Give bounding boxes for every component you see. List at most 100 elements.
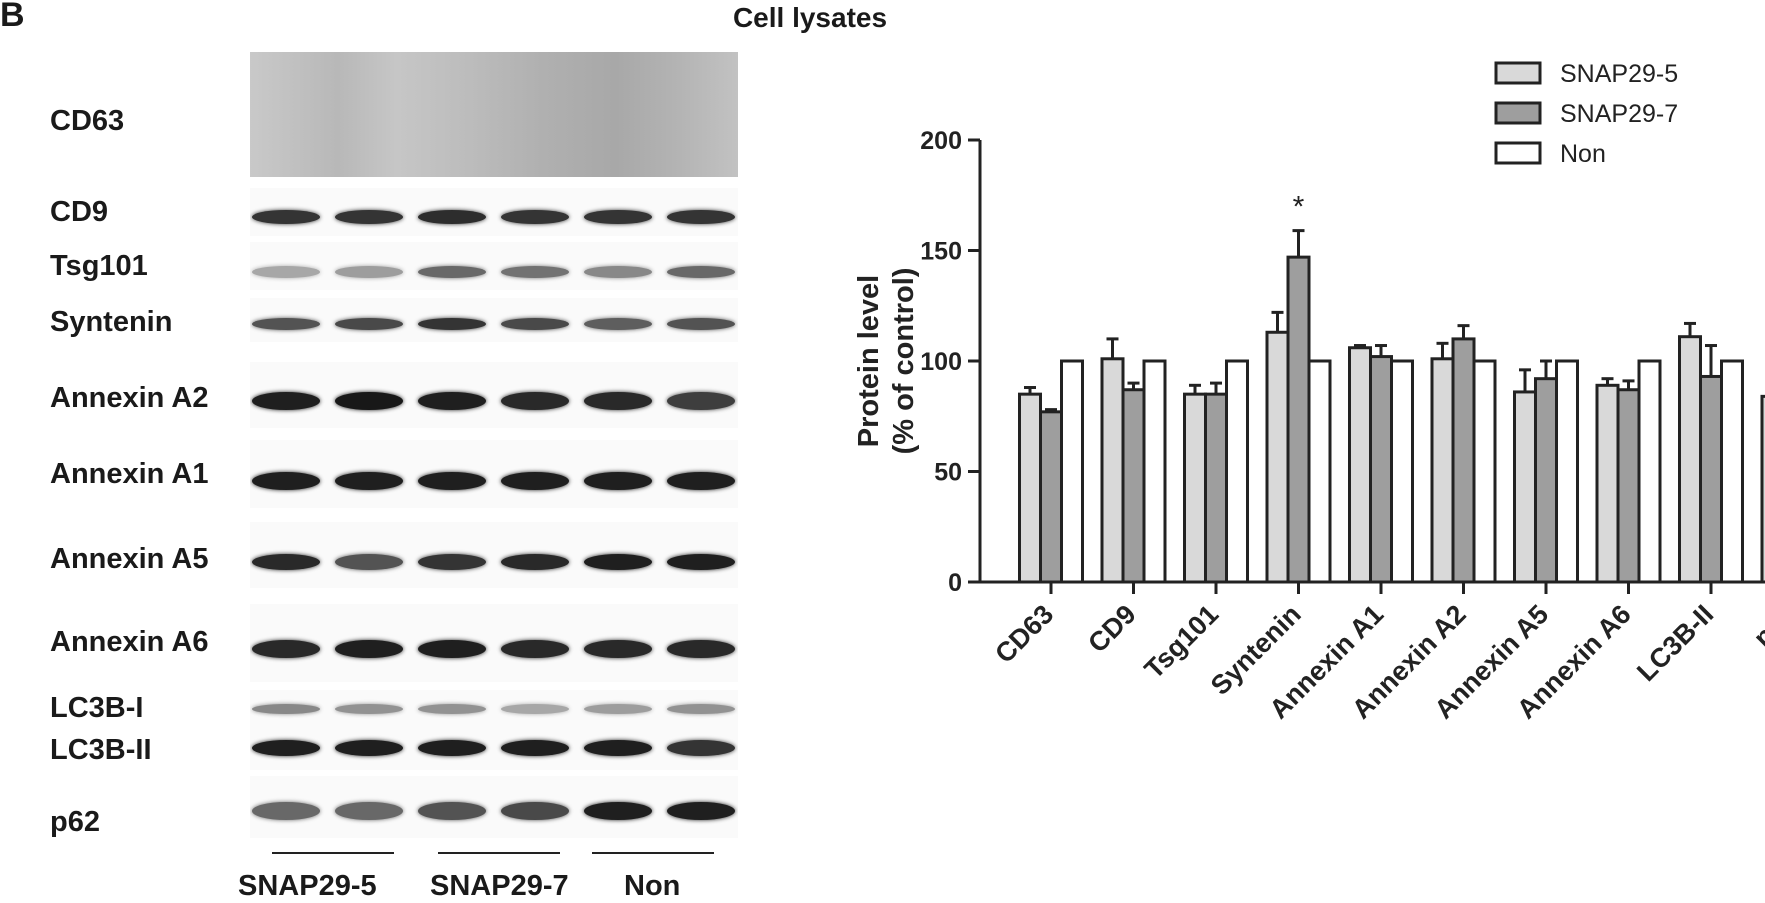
blot-band <box>584 640 652 658</box>
bar <box>1616 388 1641 584</box>
bar <box>1472 359 1497 584</box>
bar <box>1183 392 1207 584</box>
bar <box>1451 337 1476 584</box>
blot-band <box>252 392 320 410</box>
blot-label: Tsg101 <box>50 250 148 282</box>
blot-band <box>667 740 735 756</box>
blot-band <box>667 640 735 658</box>
blot-band <box>501 392 569 410</box>
blot-band <box>335 554 403 570</box>
blot-band <box>418 704 486 714</box>
blot-label: CD63 <box>50 105 125 137</box>
blot-band <box>252 472 320 490</box>
blot-band <box>335 318 403 330</box>
legend-label: SNAP29-5 <box>1560 60 1678 88</box>
bar <box>1225 359 1249 584</box>
legend-label: SNAP29-7 <box>1560 100 1678 128</box>
bar <box>1720 359 1744 584</box>
blot-label: Syntenin <box>50 306 173 338</box>
blot-band <box>584 318 652 330</box>
blot-band <box>667 210 735 224</box>
blot-band <box>584 740 652 756</box>
bar <box>1390 359 1414 584</box>
panel-letter: B <box>0 0 25 34</box>
figure-title: Cell lysates <box>732 2 888 33</box>
y-tick-label: 150 <box>920 238 962 266</box>
lane-group-bar <box>592 852 714 854</box>
blot-panel <box>250 776 738 838</box>
legend-swatch <box>1494 141 1542 165</box>
blot-band <box>501 472 569 490</box>
blot-band <box>667 704 735 714</box>
blot-band <box>418 554 486 570</box>
blot-band <box>335 210 403 224</box>
blot-band <box>252 210 320 224</box>
y-tick-label: 200 <box>920 127 962 155</box>
blot-band <box>667 472 735 490</box>
blot-panel <box>250 242 738 290</box>
blot-panel <box>250 52 738 177</box>
blot-band <box>584 266 652 278</box>
blot-band <box>418 392 486 410</box>
blot-band <box>584 704 652 714</box>
bar <box>1699 374 1723 584</box>
blot-band <box>335 266 403 278</box>
bar <box>1637 359 1662 584</box>
bar <box>1060 359 1084 584</box>
blot-band <box>501 554 569 570</box>
blot-band <box>335 704 403 714</box>
blot-band <box>335 740 403 756</box>
blot-label: LC3B-II <box>50 734 152 766</box>
blot-band <box>584 802 652 820</box>
blot-panel <box>250 298 738 342</box>
blot-panel <box>250 604 738 682</box>
legend-swatch <box>1494 61 1542 85</box>
significance-marker: * <box>1293 191 1305 224</box>
blot-band <box>252 802 320 820</box>
lane-label: SNAP29-5 <box>238 870 377 902</box>
blot-panel <box>250 362 738 428</box>
y-axis-label: Protein level <box>853 275 885 447</box>
y-axis-label: (% of control) <box>888 268 920 455</box>
blot-band <box>335 802 403 820</box>
blot-band <box>501 802 569 820</box>
blot-band <box>501 740 569 756</box>
blot-band <box>501 266 569 278</box>
blot-band <box>418 210 486 224</box>
lane-label: SNAP29-7 <box>430 870 569 902</box>
blot-label: Annexin A5 <box>50 543 209 575</box>
blot-band <box>667 554 735 570</box>
blot-label: p62 <box>50 806 100 838</box>
blot-band <box>252 318 320 330</box>
bar <box>1555 359 1579 584</box>
bar-chart: 0 50 100 150 200 Protein level (% of control) C… <box>853 60 1765 725</box>
blot-panel <box>250 690 738 770</box>
blot-band <box>335 392 403 410</box>
blot-band <box>584 210 652 224</box>
x-tick-label: CD63 <box>989 599 1059 669</box>
blot-panel <box>250 440 738 508</box>
blot-band <box>418 472 486 490</box>
bar <box>1100 357 1125 584</box>
blot-band <box>418 740 486 756</box>
blot-band <box>584 392 652 410</box>
x-tick-label: LC3B-II <box>1631 599 1719 687</box>
blot-band <box>252 266 320 278</box>
bar <box>1018 392 1042 584</box>
blot-band <box>667 318 735 330</box>
blot-label: CD9 <box>50 196 109 228</box>
bar <box>1534 377 1558 584</box>
bar <box>1513 390 1537 584</box>
bar <box>1204 392 1228 584</box>
blot-band <box>667 392 735 410</box>
blot-label: LC3B-I <box>50 692 144 724</box>
blot-panel <box>250 188 738 236</box>
bar <box>1369 355 1393 584</box>
blot-band <box>418 802 486 820</box>
blot-band <box>252 740 320 756</box>
blot-band <box>667 802 735 820</box>
y-tick-label: 0 <box>948 569 962 597</box>
legend-swatch <box>1494 101 1542 125</box>
lane-label: Non <box>624 870 681 902</box>
bar <box>1430 357 1455 584</box>
